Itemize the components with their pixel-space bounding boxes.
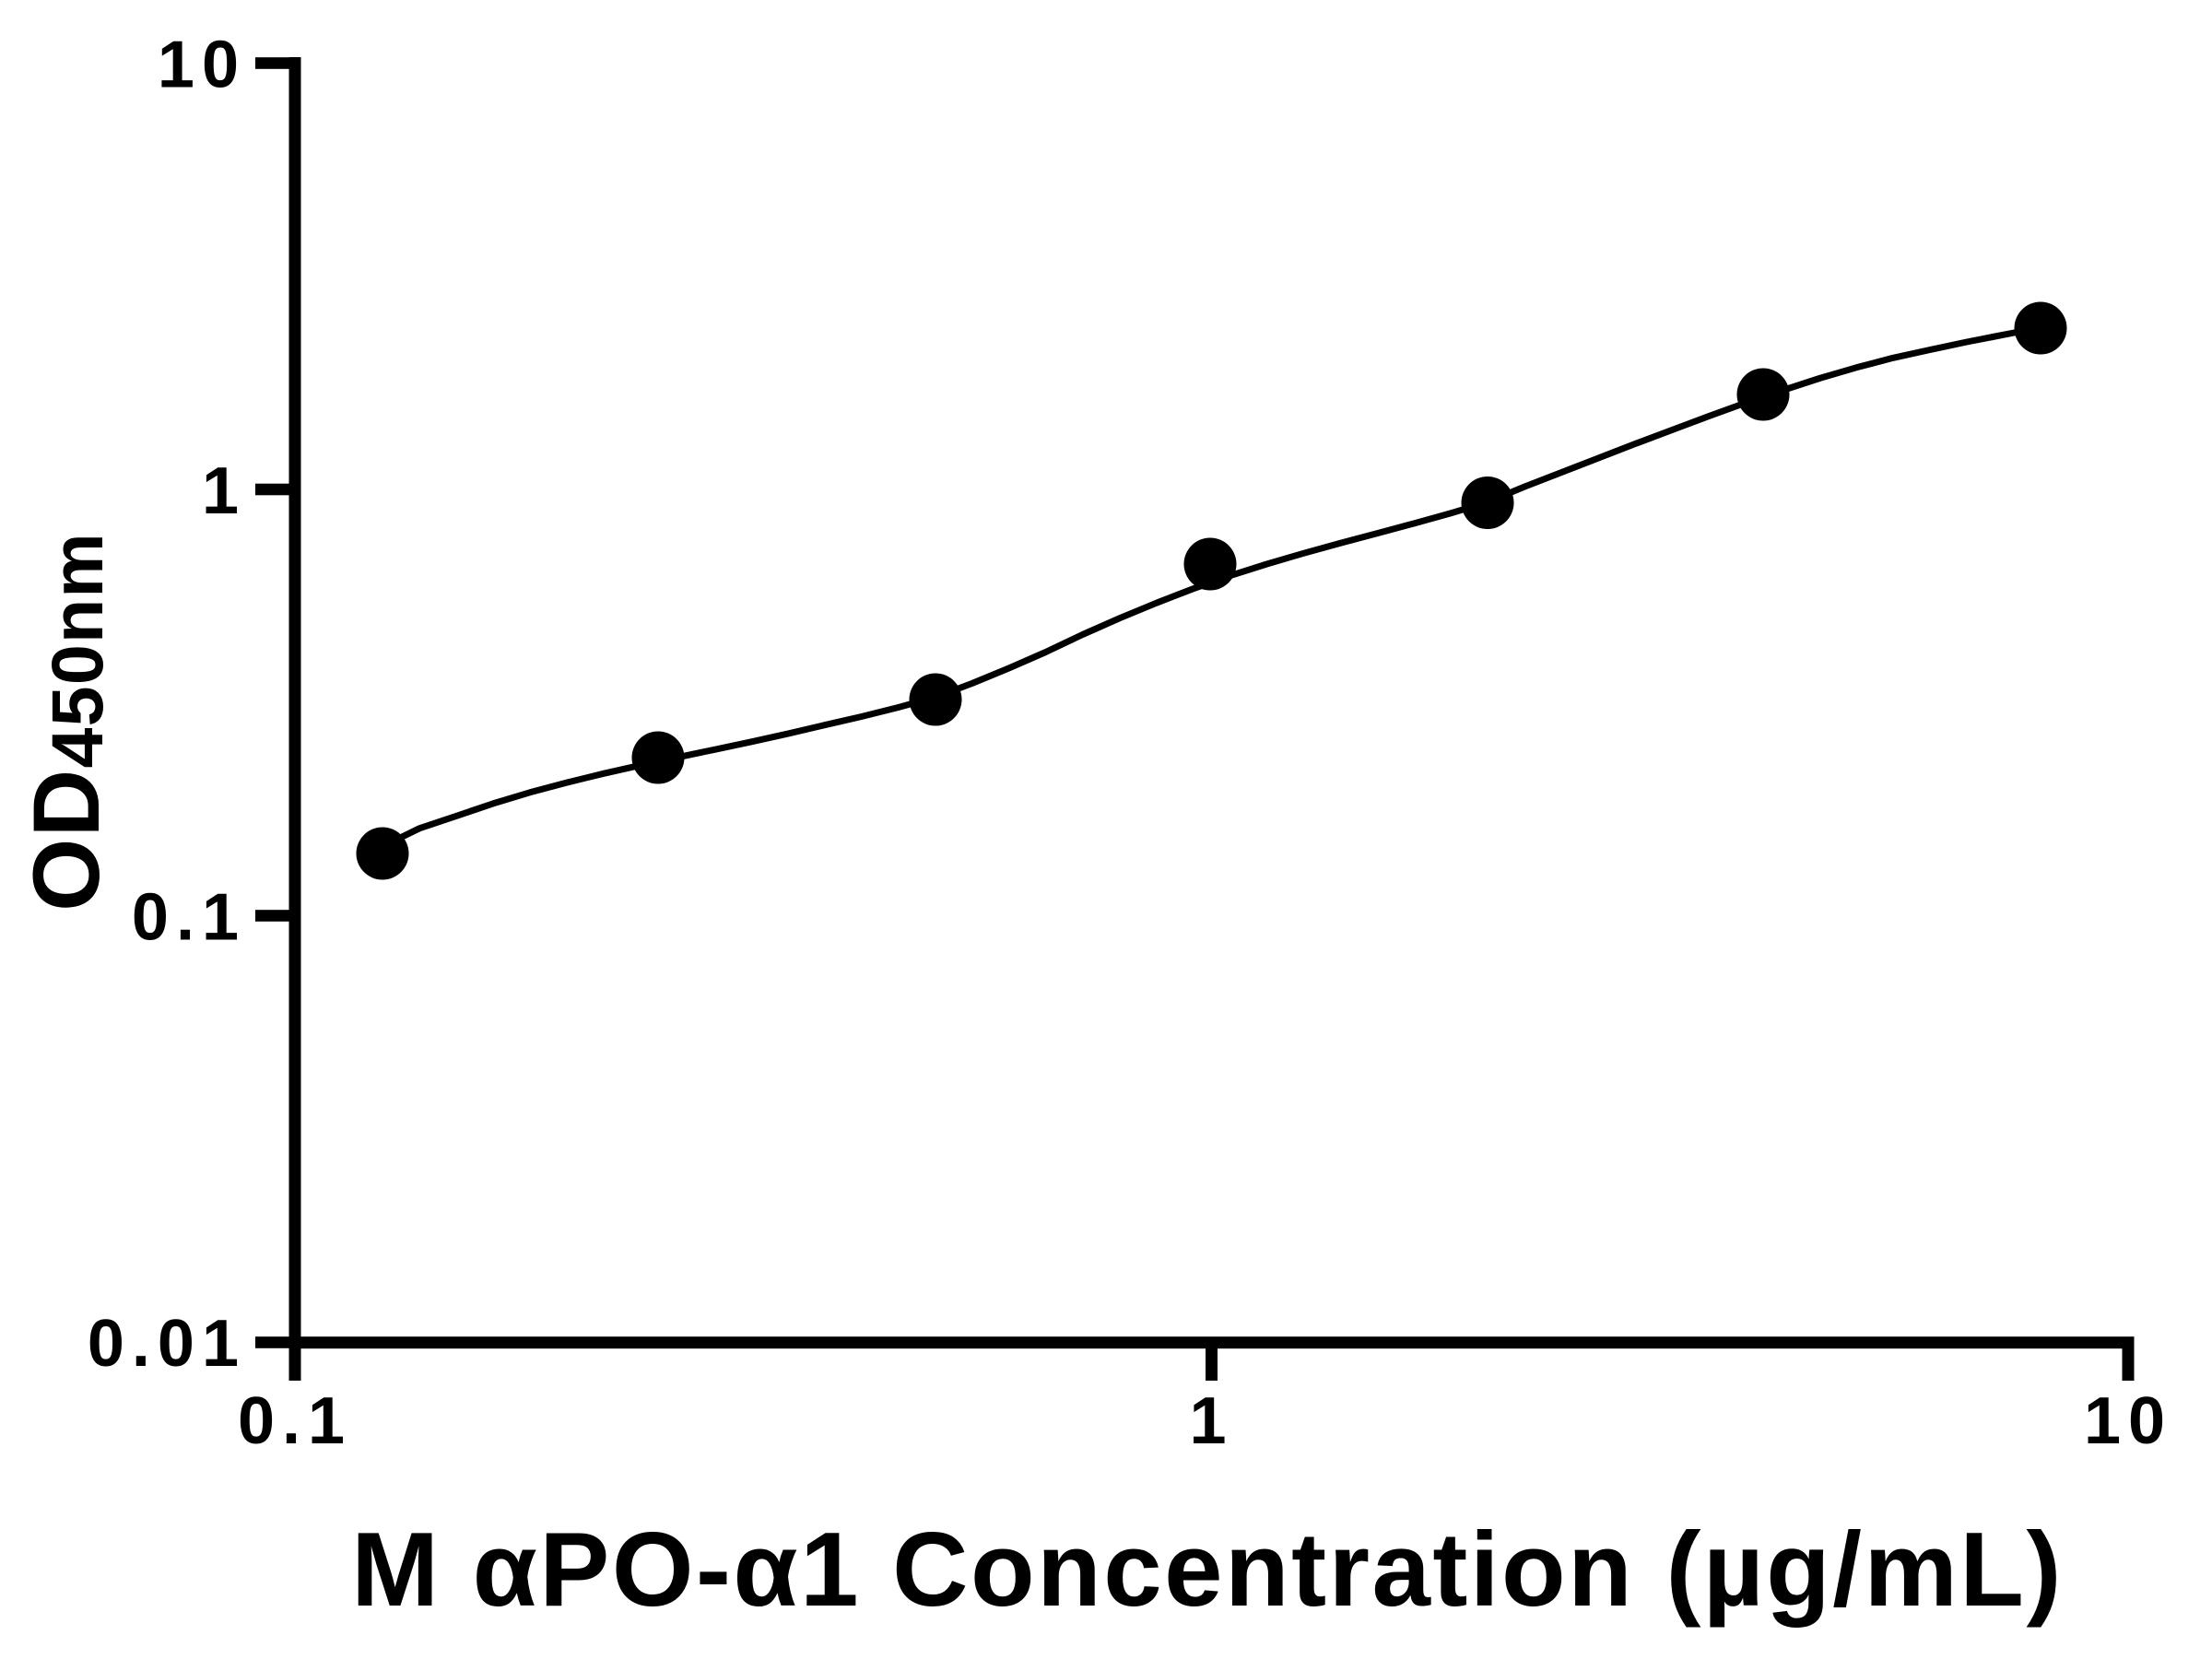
svg-text:10: 10 <box>158 29 246 102</box>
svg-text:OD450nm: OD450nm <box>14 532 119 912</box>
svg-text:M αPO-α1 Concentration (µg/mL): M αPO-α1 Concentration (µg/mL) <box>351 1512 2064 1629</box>
svg-text:1: 1 <box>1189 1384 1233 1458</box>
svg-text:10: 10 <box>2084 1384 2172 1458</box>
svg-text:1: 1 <box>202 454 246 528</box>
svg-text:0.1: 0.1 <box>238 1384 352 1458</box>
svg-text:0.01: 0.01 <box>88 1307 246 1381</box>
svg-text:0.1: 0.1 <box>132 881 246 955</box>
